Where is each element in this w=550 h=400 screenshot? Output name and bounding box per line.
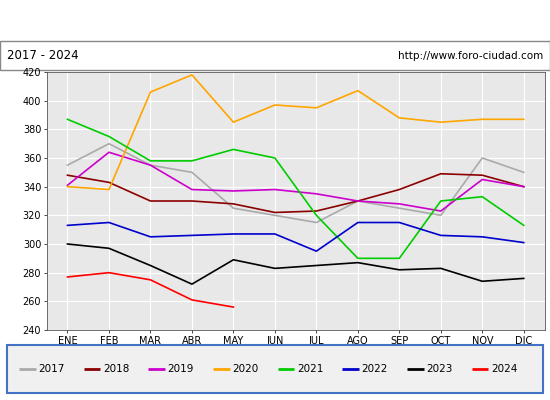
Text: 2018: 2018: [103, 364, 129, 374]
Text: 2023: 2023: [426, 364, 453, 374]
Text: 2017: 2017: [39, 364, 65, 374]
Text: 2024: 2024: [491, 364, 518, 374]
Text: 2017 - 2024: 2017 - 2024: [7, 49, 78, 62]
Text: 2019: 2019: [168, 364, 194, 374]
Text: 2021: 2021: [297, 364, 323, 374]
Text: 2020: 2020: [232, 364, 258, 374]
Text: Evolucion del paro registrado en Albaida del Aljarafe: Evolucion del paro registrado en Albaida…: [57, 14, 493, 28]
Text: http://www.foro-ciudad.com: http://www.foro-ciudad.com: [398, 51, 543, 61]
Text: 2022: 2022: [362, 364, 388, 374]
FancyBboxPatch shape: [7, 345, 543, 393]
